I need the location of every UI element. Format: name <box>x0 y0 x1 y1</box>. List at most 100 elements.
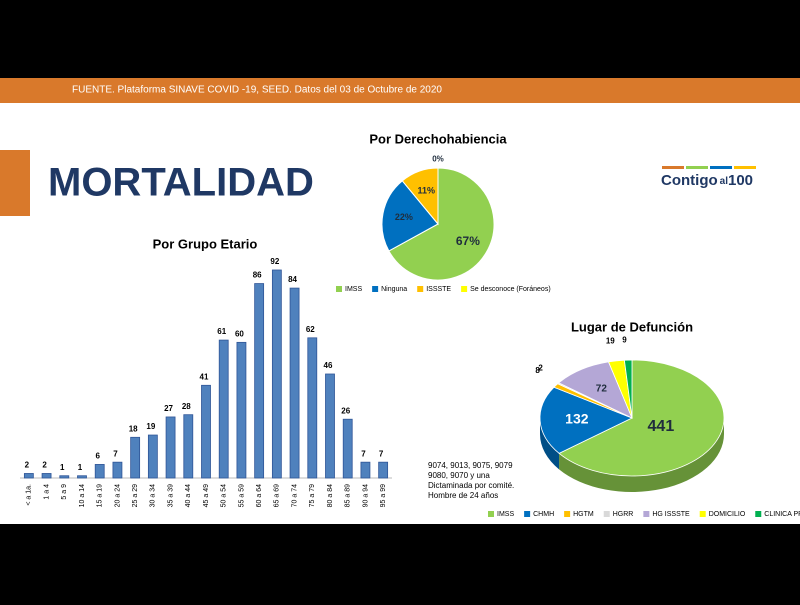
bar <box>325 373 335 479</box>
data-label: 61 <box>217 327 226 336</box>
legend-label: IMSS <box>497 511 514 518</box>
logo-small: al <box>720 176 729 187</box>
data-label: 41 <box>200 372 209 381</box>
logo-main: Contigo <box>661 172 718 189</box>
legend-label: HGRR <box>613 511 634 518</box>
bar <box>183 414 194 479</box>
pie-slice <box>381 180 439 252</box>
legend-swatch <box>699 511 706 517</box>
legend-label: HG ISSSTE <box>652 511 690 518</box>
logo-number: 100 <box>728 172 753 189</box>
logo-stripe <box>710 166 732 169</box>
chart-title: Lugar de Defunción <box>571 319 693 334</box>
bar <box>254 283 265 479</box>
data-label: 0% <box>432 155 444 164</box>
logo-stripe <box>662 166 684 169</box>
bar <box>378 461 389 479</box>
data-label: 6 <box>95 452 100 461</box>
legend-label: CHMH <box>533 511 554 518</box>
legend-label: CLINICA PRIVADA <box>764 511 800 518</box>
x-tick-label: 35 a 39 <box>167 484 174 507</box>
data-label: 8 <box>535 366 540 375</box>
bar <box>41 473 52 479</box>
pie-slice <box>388 167 495 281</box>
data-label: 7 <box>113 449 118 458</box>
x-tick-label: 5 a 9 <box>61 484 68 500</box>
x-tick-label: 40 a 44 <box>185 484 192 507</box>
bar <box>342 418 353 479</box>
slide-title: MORTALIDAD <box>48 161 314 205</box>
x-tick-label: 85 a 89 <box>345 484 352 507</box>
x-tick-label: < a 1a. <box>26 484 33 506</box>
bar <box>130 436 141 479</box>
accent-block <box>0 150 30 216</box>
bar <box>236 341 247 479</box>
legend-label: HGTM <box>573 511 594 518</box>
chart-title: Por Derechohabiencia <box>369 131 507 146</box>
x-tick-label: 25 a 29 <box>132 484 139 507</box>
data-label: 84 <box>288 275 297 284</box>
data-label: 441 <box>648 418 675 435</box>
legend-label: ISSSTE <box>426 286 451 293</box>
data-label: 86 <box>253 271 262 280</box>
data-label: 19 <box>606 337 615 346</box>
data-label: 72 <box>596 384 608 395</box>
logo: Contigo al100 <box>661 166 756 189</box>
x-tick-label: 90 a 94 <box>362 484 369 507</box>
legend-swatch <box>643 511 650 517</box>
pie-slice <box>623 359 633 419</box>
data-label: 9 <box>622 336 627 345</box>
x-tick-label: 80 a 84 <box>327 484 334 507</box>
x-tick-label: 10 a 14 <box>79 484 86 507</box>
data-label: 18 <box>129 424 138 433</box>
legend-swatch <box>372 286 379 292</box>
legend-swatch <box>603 511 610 517</box>
legend-swatch <box>564 511 571 517</box>
x-tick-label: 15 a 19 <box>97 484 104 507</box>
bar <box>147 434 158 479</box>
legend-swatch <box>461 286 468 292</box>
chart-title: Por Grupo Etario <box>153 236 258 251</box>
bar <box>23 473 34 479</box>
bar <box>271 269 282 479</box>
bar <box>165 416 176 479</box>
data-label: 19 <box>146 422 155 431</box>
source-text: FUENTE. Plataforma SINAVE COVID -19, SEE… <box>72 85 442 96</box>
note-line: Dictaminada por comité. <box>428 481 514 490</box>
bar <box>77 475 87 479</box>
x-tick-label: 30 a 34 <box>150 484 157 507</box>
bar <box>94 464 105 479</box>
data-label: 2 <box>538 363 543 372</box>
bar <box>112 461 123 479</box>
data-label: 67% <box>456 234 480 248</box>
header-bar <box>0 78 800 103</box>
legend-label: IMSS <box>345 286 362 293</box>
logo-stripe <box>686 166 708 169</box>
x-tick-label: 60 a 64 <box>256 484 263 507</box>
data-label: 1 <box>78 463 83 472</box>
bar <box>59 475 70 479</box>
data-label: 28 <box>182 402 191 411</box>
data-label: 27 <box>164 404 173 413</box>
legend-label: Se desconoce (Foráneos) <box>470 286 551 293</box>
legend-swatch <box>417 286 424 292</box>
data-label: 22% <box>395 212 413 222</box>
x-tick-label: 1 a 4 <box>43 484 50 500</box>
pie-slice <box>539 386 633 454</box>
note-line: Hombre de 24 años <box>428 491 498 500</box>
data-label: 92 <box>270 257 279 266</box>
bar <box>218 339 229 479</box>
data-label: 132 <box>565 410 589 426</box>
legend-swatch <box>336 286 342 292</box>
x-tick-label: 95 a 99 <box>380 484 387 507</box>
bar <box>201 384 211 479</box>
x-tick-label: 50 a 54 <box>221 484 228 507</box>
x-tick-label: 75 a 79 <box>309 484 316 507</box>
note-line: 9074, 9013, 9075, 9079 <box>428 461 513 470</box>
logo-text: Contigo al100 <box>661 172 753 189</box>
data-label: 62 <box>306 325 315 334</box>
x-tick-label: 55 a 59 <box>238 484 245 507</box>
legend-label: Ninguna <box>381 286 407 293</box>
pie-slice <box>558 359 725 477</box>
